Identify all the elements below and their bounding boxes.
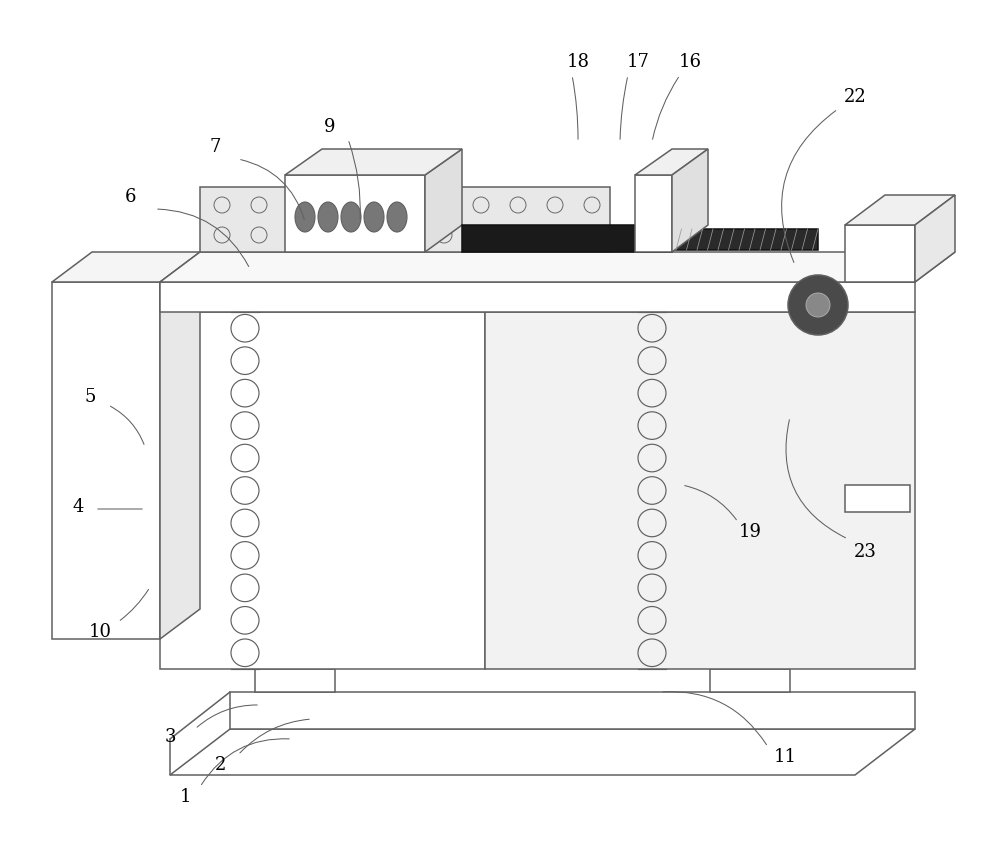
Text: 4: 4 — [72, 498, 84, 516]
Text: 10: 10 — [89, 623, 112, 641]
Polygon shape — [285, 175, 425, 252]
Polygon shape — [672, 149, 708, 252]
Polygon shape — [845, 485, 910, 512]
Text: 17: 17 — [627, 53, 649, 71]
Polygon shape — [170, 729, 915, 775]
Polygon shape — [915, 195, 955, 282]
Ellipse shape — [318, 202, 338, 232]
Polygon shape — [672, 229, 818, 250]
Polygon shape — [462, 225, 672, 252]
Polygon shape — [160, 252, 200, 639]
Ellipse shape — [387, 202, 407, 232]
Polygon shape — [52, 252, 200, 282]
Text: 2: 2 — [214, 756, 226, 774]
Ellipse shape — [295, 202, 315, 232]
Polygon shape — [230, 692, 915, 729]
Text: 6: 6 — [124, 188, 136, 206]
Polygon shape — [635, 175, 672, 252]
Polygon shape — [200, 187, 610, 252]
Ellipse shape — [364, 202, 384, 232]
Text: 5: 5 — [84, 388, 96, 406]
Polygon shape — [425, 149, 462, 252]
Polygon shape — [845, 225, 915, 282]
Text: 18: 18 — [566, 53, 590, 71]
Text: 23: 23 — [854, 543, 876, 561]
Polygon shape — [160, 252, 955, 282]
Polygon shape — [160, 312, 485, 669]
Polygon shape — [52, 282, 160, 639]
Text: 9: 9 — [324, 118, 336, 136]
Text: 7: 7 — [209, 138, 221, 156]
Polygon shape — [845, 195, 955, 225]
Polygon shape — [800, 312, 836, 319]
Polygon shape — [710, 669, 790, 692]
Polygon shape — [255, 669, 335, 692]
Text: 16: 16 — [678, 53, 702, 71]
Text: 3: 3 — [164, 728, 176, 746]
Polygon shape — [285, 149, 462, 175]
Circle shape — [806, 293, 830, 317]
Polygon shape — [635, 149, 708, 175]
Text: 1: 1 — [179, 788, 191, 806]
Text: 19: 19 — [738, 523, 762, 541]
Polygon shape — [485, 312, 915, 669]
Polygon shape — [160, 282, 915, 312]
Ellipse shape — [341, 202, 361, 232]
Text: 11: 11 — [774, 748, 796, 766]
Text: 22: 22 — [844, 88, 866, 106]
Circle shape — [788, 275, 848, 335]
